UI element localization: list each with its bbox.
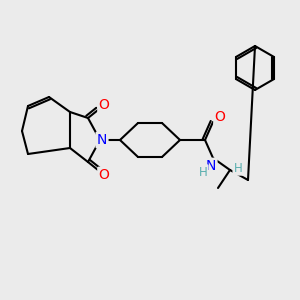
Text: H: H bbox=[234, 161, 242, 175]
Text: O: O bbox=[99, 98, 110, 112]
Text: N: N bbox=[206, 159, 216, 173]
Text: H: H bbox=[199, 166, 207, 178]
Text: O: O bbox=[214, 110, 225, 124]
Text: O: O bbox=[99, 168, 110, 182]
Text: N: N bbox=[97, 133, 107, 147]
